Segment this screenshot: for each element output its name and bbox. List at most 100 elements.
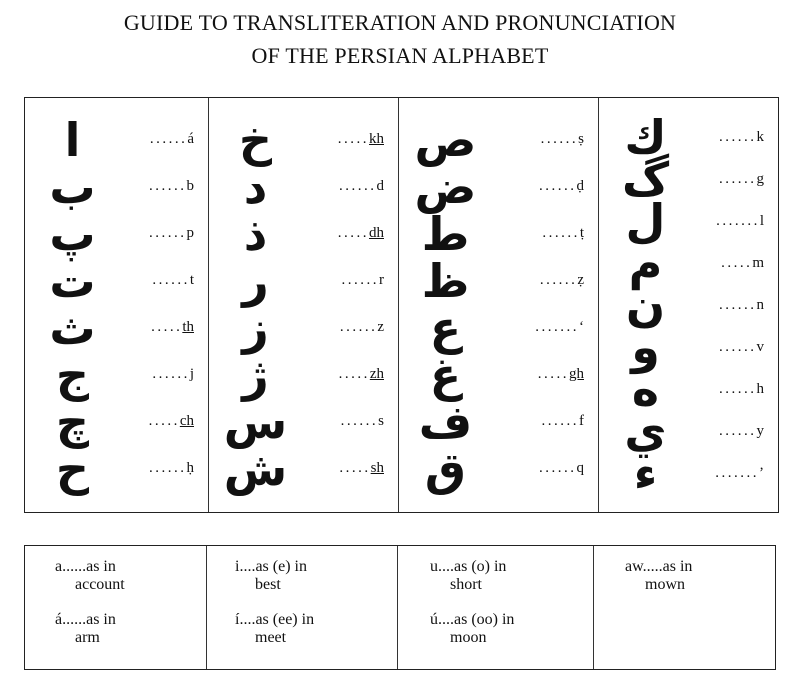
dot-leader: ...... bbox=[719, 338, 757, 355]
dot-leader: ...... bbox=[719, 128, 757, 145]
dot-leader: ...... bbox=[541, 413, 579, 429]
dot-leader: ...... bbox=[542, 225, 580, 241]
vowel-example-word: meet bbox=[255, 629, 287, 646]
dot-leader: ...... bbox=[339, 178, 377, 194]
dot-leader: ...... bbox=[149, 178, 187, 194]
vowel-example-word: best bbox=[255, 576, 281, 593]
persian-letter: س bbox=[223, 394, 288, 449]
transliteration: ......v bbox=[693, 339, 778, 356]
letter-row: ژ .....zh bbox=[208, 351, 398, 398]
letter-row: خ .....kh bbox=[208, 116, 398, 163]
transliteration: ......y bbox=[693, 423, 778, 440]
letter-row: ح ......ḥ bbox=[25, 445, 208, 492]
transliteration-value: ḥ bbox=[186, 460, 195, 476]
page-title-line-2: OF THE PERSIAN ALPHABET bbox=[251, 43, 549, 68]
column-divider bbox=[598, 98, 599, 512]
dot-leader: ...... bbox=[149, 460, 187, 476]
transliteration-value: g bbox=[756, 170, 765, 187]
vowel-entry: á......as in arm bbox=[55, 611, 116, 647]
vowel-rule: u....as (o) in bbox=[430, 558, 507, 575]
transliteration-value: j bbox=[189, 366, 194, 382]
transliteration: ......g bbox=[693, 171, 778, 188]
transliteration-value: n bbox=[756, 296, 765, 313]
transliteration-value: ’ bbox=[759, 464, 764, 481]
letter-row: ط ......ṭ bbox=[398, 210, 598, 257]
transliteration-value: ṣ bbox=[578, 131, 584, 147]
dot-leader: ...... bbox=[539, 272, 578, 288]
vowel-rule: ú....as (oo) in bbox=[430, 611, 515, 628]
persian-letter: ا bbox=[64, 112, 81, 167]
letter-row: ذ .....dh bbox=[208, 210, 398, 257]
dot-leader: ...... bbox=[149, 225, 187, 241]
dot-leader: ..... bbox=[537, 366, 569, 382]
transliteration: ......z bbox=[303, 319, 398, 336]
transliteration: ......ṣ bbox=[493, 131, 598, 148]
persian-letter: د bbox=[243, 159, 268, 214]
transliteration-value: gh bbox=[569, 366, 584, 382]
transliteration: .....zh bbox=[303, 366, 398, 383]
transliteration-value: s bbox=[378, 413, 384, 429]
transliteration: .......’ bbox=[693, 465, 778, 482]
persian-letter: م bbox=[628, 236, 663, 290]
transliteration: ......s bbox=[303, 413, 398, 430]
persian-letter: پ bbox=[49, 206, 96, 261]
dot-leader: ..... bbox=[721, 254, 753, 271]
persian-letter: ء bbox=[633, 446, 658, 500]
transliteration-value: d bbox=[376, 178, 385, 194]
dot-leader: ..... bbox=[151, 319, 183, 335]
column-divider bbox=[208, 98, 209, 512]
transliteration-value: ẓ bbox=[577, 272, 584, 288]
column-divider bbox=[206, 546, 207, 669]
dot-leader: ...... bbox=[539, 178, 577, 194]
column-divider bbox=[593, 546, 594, 669]
vowel-entry: i....as (e) in best bbox=[235, 558, 307, 594]
transliteration: ......k bbox=[693, 129, 778, 146]
transliteration: .....th bbox=[120, 319, 208, 336]
dot-leader: ....... bbox=[715, 464, 759, 481]
letter-row: ب ......b bbox=[25, 163, 208, 210]
letter-row: ز ......z bbox=[208, 304, 398, 351]
persian-letter: ش bbox=[223, 441, 288, 496]
vowel-column-4: aw.....as in mown bbox=[625, 546, 775, 669]
transliteration: .......l bbox=[693, 213, 778, 230]
column-divider bbox=[398, 98, 399, 512]
dot-leader: ...... bbox=[149, 131, 188, 147]
vowel-rule: a......as in bbox=[55, 558, 116, 575]
page-title-line-1: GUIDE TO TRANSLITERATION AND PRONUNCIATI… bbox=[123, 10, 677, 35]
vowel-example-word: short bbox=[450, 576, 482, 593]
letter-row: م .....m bbox=[598, 236, 778, 290]
consonant-column-2: خ .....kh د ......d ذ .....dh ر ......r ز ......z… bbox=[208, 98, 398, 512]
persian-letter: چ bbox=[55, 394, 90, 449]
persian-letter: ظ bbox=[421, 253, 470, 308]
consonant-column-3: ص ......ṣ ض ......ḍ ط ......ṭ ظ ......ẓ ع.......… bbox=[398, 98, 598, 512]
persian-letter: ر bbox=[242, 253, 269, 308]
dot-leader: ...... bbox=[539, 460, 577, 476]
transliteration-value: p bbox=[186, 225, 195, 241]
transliteration-value: m bbox=[752, 254, 764, 271]
persian-letter: ه bbox=[631, 362, 660, 416]
persian-letter: ج bbox=[55, 347, 90, 402]
dot-leader: ...... bbox=[719, 296, 757, 313]
dot-leader: ...... bbox=[719, 422, 757, 439]
transliteration: ......ṭ bbox=[493, 225, 598, 242]
persian-letter: و bbox=[631, 320, 660, 374]
transliteration: .....sh bbox=[303, 460, 398, 477]
transliteration: .....dh bbox=[303, 225, 398, 242]
vowel-entry: aw.....as in mown bbox=[625, 558, 692, 594]
dot-leader: ..... bbox=[338, 366, 370, 382]
persian-letter: غ bbox=[429, 347, 462, 402]
letter-row: ك ......k bbox=[598, 114, 778, 160]
transliteration-value: sh bbox=[370, 460, 384, 476]
letter-row: و ......v bbox=[598, 320, 778, 374]
transliteration-value: ṭ bbox=[579, 225, 584, 241]
vowel-example-word: moon bbox=[450, 629, 487, 646]
vowel-example-word: arm bbox=[75, 629, 100, 646]
vowel-rule: aw.....as in bbox=[625, 558, 693, 575]
persian-letter: ص bbox=[414, 112, 477, 167]
letter-row: ه ......h bbox=[598, 362, 778, 416]
letter-row: ر ......r bbox=[208, 257, 398, 304]
transliteration: ......ẓ bbox=[493, 272, 598, 289]
persian-letter: ل bbox=[625, 194, 666, 248]
dot-leader: ...... bbox=[341, 272, 379, 288]
consonant-column-4: ك ......k گ ......g ل .......l م .....m ن ......n… bbox=[598, 98, 778, 512]
